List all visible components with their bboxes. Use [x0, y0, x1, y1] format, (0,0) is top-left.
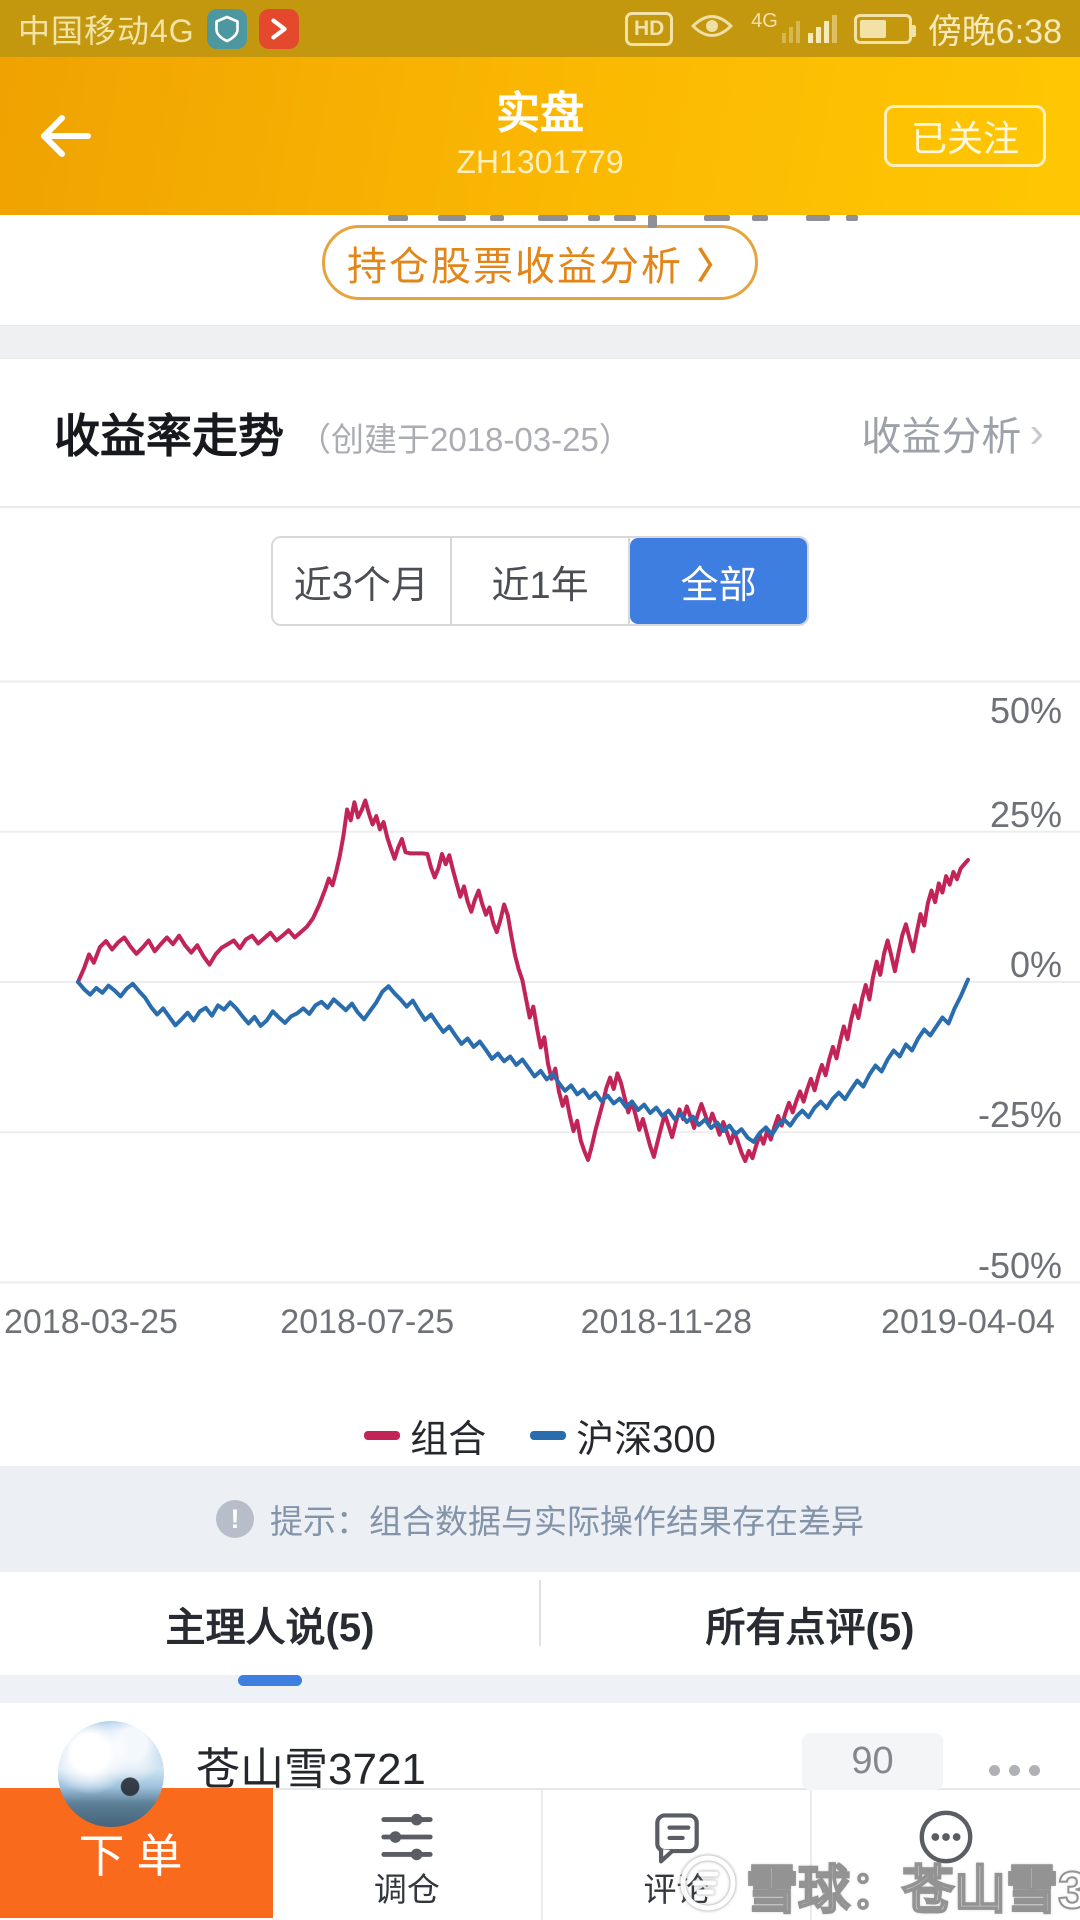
chevron-right-icon: ›	[1029, 407, 1044, 457]
legend-item: 沪深300	[530, 1408, 716, 1463]
username[interactable]: 苍山雪3721	[196, 1745, 426, 1794]
nav-item-more[interactable]	[810, 1790, 1080, 1920]
nav-item-comment[interactable]: 评论	[540, 1790, 811, 1920]
range-tabs-row: 近3个月 近1年 全部	[0, 508, 1080, 640]
y-tick-label: -25%	[977, 1094, 1062, 1136]
comment-tab-label: 所有点评(5)	[705, 1605, 915, 1650]
holdings-analysis-label: 持仓股票收益分析	[346, 244, 683, 289]
legend-swatch	[364, 1431, 401, 1440]
nav-item-rebalance[interactable]: 调仓	[273, 1790, 541, 1920]
comment-tab-manager[interactable]: 主理人说(5)	[0, 1572, 540, 1686]
sliders-icon	[376, 1806, 438, 1868]
hd-icon: HD	[625, 11, 674, 46]
comment-tab-all[interactable]: 所有点评(5)	[540, 1572, 1080, 1675]
y-tick-label: -50%	[977, 1244, 1062, 1286]
battery-icon	[853, 13, 916, 44]
holdings-analysis-row: 持仓股票收益分析 〉	[0, 223, 1080, 325]
y-tick-label: 25%	[989, 793, 1062, 835]
chart-line-hs300	[76, 977, 970, 1144]
status-bar: 中国移动4G HD 4G 傍晚6:38	[0, 0, 1080, 57]
trend-section-header: 收益率走势 （创建于2018-03-25） 收益分析 ›	[0, 359, 1080, 508]
legend-swatch	[530, 1431, 567, 1440]
comment-tab-label: 主理人说(5)	[165, 1605, 375, 1650]
section-title: 收益率走势	[54, 409, 284, 462]
clipped-row-remnant	[0, 215, 1080, 228]
avatar[interactable]	[58, 1721, 164, 1827]
info-icon: !	[216, 1500, 254, 1538]
portfolio-code: ZH1301779	[456, 144, 624, 180]
shield-app-icon	[206, 8, 247, 49]
chart-legend: 组合 沪深300	[0, 1400, 1080, 1466]
more-options-icon[interactable]	[989, 1765, 1040, 1776]
chart-line-portfolio	[76, 798, 970, 1164]
score-badge: 90	[802, 1733, 943, 1790]
app-header: 实盘 ZH1301779 已关注	[0, 57, 1080, 215]
active-tab-underline	[238, 1675, 302, 1686]
tab-divider	[539, 1580, 541, 1646]
y-tick-label: 0%	[1009, 944, 1062, 985]
notice-bar: ! 提示：组合数据与实际操作结果存在差异	[0, 1466, 1080, 1572]
x-tick-label: 2019-04-04	[881, 1303, 1055, 1341]
legend-label: 组合	[410, 1419, 487, 1461]
page-title: 实盘	[496, 89, 584, 138]
news-app-icon	[258, 8, 299, 49]
follow-button[interactable]: 已关注	[883, 105, 1046, 167]
carrier-label: 中国移动4G	[18, 12, 195, 49]
chevron-right-icon: 〉	[696, 244, 733, 286]
x-tick-label: 2018-11-28	[580, 1303, 752, 1341]
legend-label: 沪深300	[576, 1419, 716, 1461]
created-date-label: （创建于2018-03-25）	[298, 420, 632, 458]
signal-icon: 4G	[751, 10, 838, 43]
comment-tabs: 主理人说(5) 所有点评(5)	[0, 1572, 1080, 1686]
back-button[interactable]	[26, 103, 98, 169]
comment-icon	[647, 1806, 707, 1868]
sub-strip	[0, 1675, 1080, 1703]
profit-analysis-link[interactable]: 收益分析 ›	[861, 407, 1044, 459]
range-tab-1y[interactable]: 近1年	[451, 538, 631, 624]
more-circle-icon	[915, 1806, 977, 1868]
notice-text: 提示：组合数据与实际操作结果存在差异	[270, 1503, 864, 1540]
section-divider-strip	[0, 325, 1080, 359]
comment-list-item[interactable]: 苍山雪3721 90	[0, 1703, 1080, 1827]
chart-canvas	[0, 680, 1080, 1284]
y-tick-label: 50%	[989, 689, 1062, 731]
holdings-analysis-button[interactable]: 持仓股票收益分析 〉	[322, 225, 758, 300]
status-time: 傍晚6:38	[927, 13, 1062, 51]
eye-icon	[689, 9, 735, 48]
nav-item-label: 调仓	[373, 1871, 440, 1908]
range-tabs: 近3个月 近1年 全部	[271, 536, 809, 626]
legend-item: 组合	[364, 1408, 486, 1463]
bottom-tab-bar: 下单 调仓 评论	[0, 1788, 1080, 1920]
performance-chart: 50% 25% 0% -25% -50% 2018-03-25 2018-07-25 201…	[0, 640, 1080, 1466]
nav-item-label: 评论	[643, 1871, 710, 1908]
x-tick-label: 2018-07-25	[280, 1303, 455, 1341]
range-tab-3m[interactable]: 近3个月	[273, 538, 452, 624]
range-tab-all[interactable]: 全部	[630, 538, 807, 624]
x-tick-label: 2018-03-25	[4, 1303, 178, 1341]
